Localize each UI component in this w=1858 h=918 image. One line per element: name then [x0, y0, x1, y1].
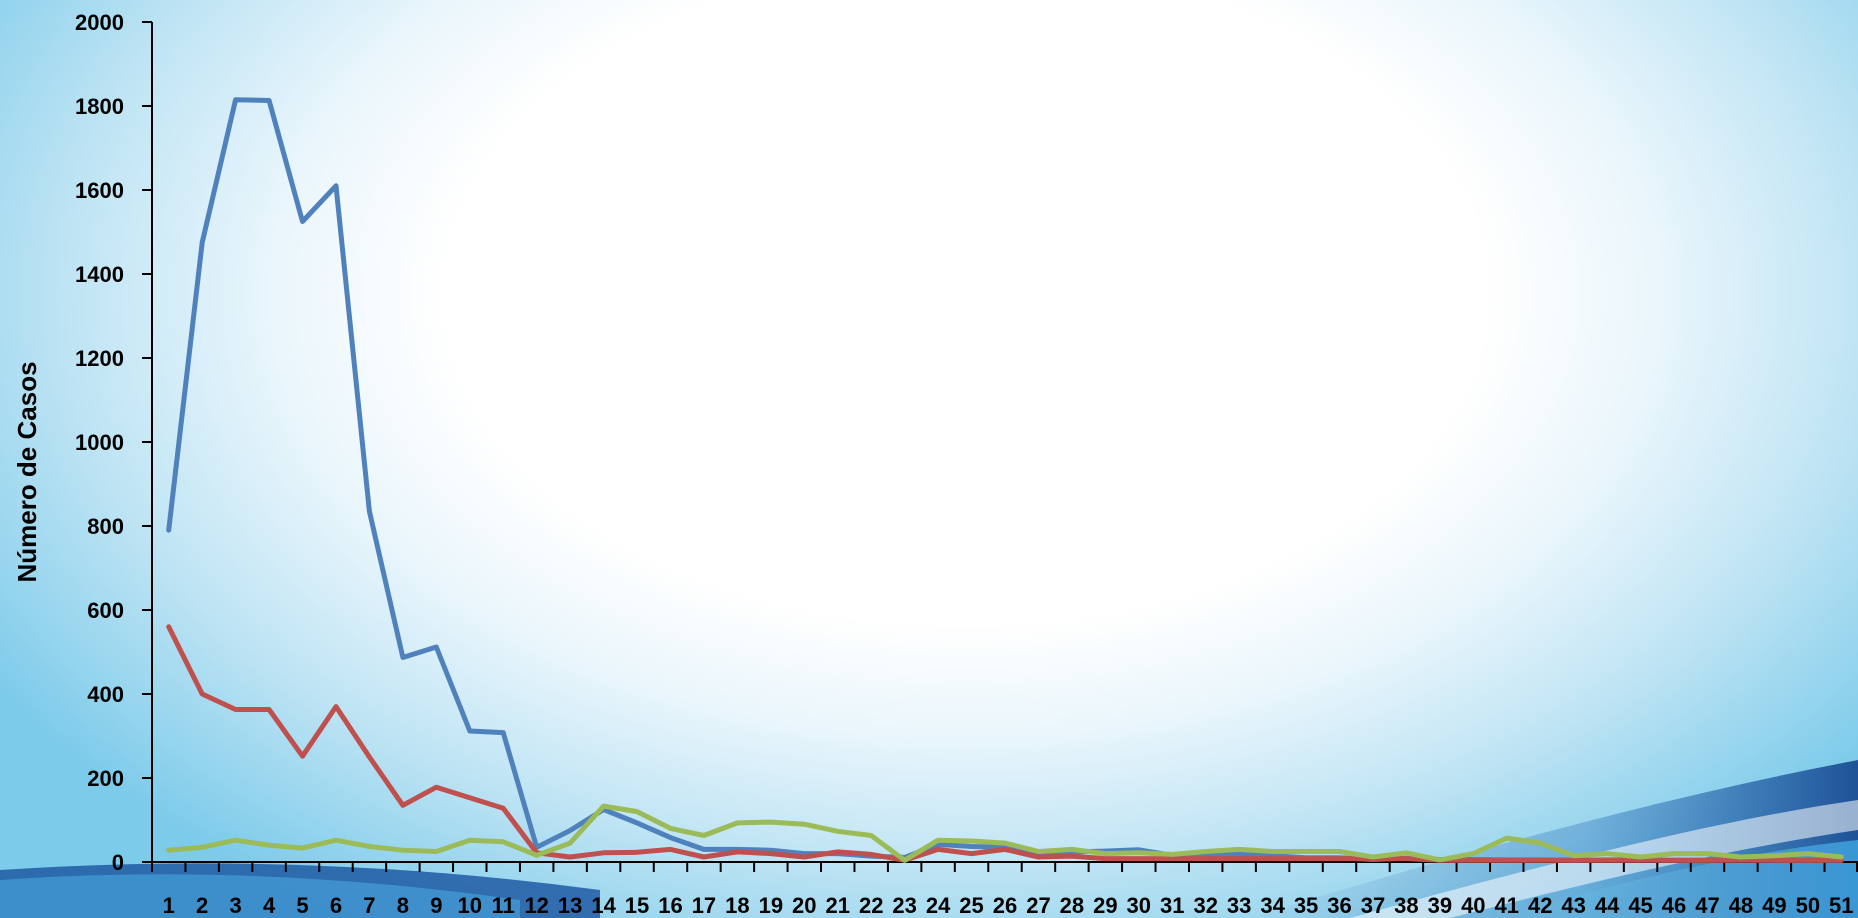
x-tick-label: 46	[1662, 893, 1686, 918]
y-tick-label: 1800	[75, 94, 124, 119]
y-tick-label: 1400	[75, 262, 124, 287]
x-tick-label: 22	[859, 893, 883, 918]
x-tick-label: 48	[1729, 893, 1753, 918]
y-tick-label: 1600	[75, 178, 124, 203]
x-tick-label: 49	[1762, 893, 1786, 918]
x-tick-label: 4	[263, 893, 276, 918]
x-tick-label: 37	[1361, 893, 1385, 918]
x-tick-label: 34	[1260, 893, 1285, 918]
y-tick-label: 1200	[75, 346, 124, 371]
x-tick-label: 14	[591, 893, 616, 918]
x-tick-label: 20	[792, 893, 816, 918]
x-tick-label: 19	[759, 893, 783, 918]
x-tick-label: 30	[1127, 893, 1151, 918]
y-tick-label: 600	[87, 598, 124, 623]
x-tick-label: 47	[1695, 893, 1719, 918]
x-tick-label: 36	[1327, 893, 1351, 918]
y-axis: 0 200 400 600 800 1000 1200 1400 1600 1800 2000	[75, 10, 153, 875]
series-line-1	[166, 97, 1844, 863]
x-tick-label: 5	[296, 893, 308, 918]
series-line-3	[166, 803, 1844, 863]
x-tick-label: 33	[1227, 893, 1251, 918]
x-tick-label: 39	[1428, 893, 1452, 918]
y-tick-label: 0	[112, 850, 124, 875]
x-tick-label: 42	[1528, 893, 1552, 918]
y-tick-label: 200	[87, 766, 124, 791]
x-tick-label: 16	[658, 893, 682, 918]
x-tick-label: 13	[558, 893, 582, 918]
x-tick-label: 24	[926, 893, 951, 918]
y-tick-label: 1000	[75, 430, 124, 455]
x-tick-label: 1	[163, 893, 175, 918]
x-tick-label: 23	[892, 893, 916, 918]
x-tick-label: 9	[430, 893, 442, 918]
y-axis-title: Número de Casos	[12, 361, 42, 582]
x-tick-label: 2	[196, 893, 208, 918]
x-tick-label: 10	[458, 893, 482, 918]
x-tick-label: 11	[492, 893, 515, 918]
x-axis: 1 2 3 4 5 6 7 8 9 10 11 12 13 14 15 16 17 18 19 20 21 22 23 24 2…	[151, 861, 1858, 918]
x-tick-label: 12	[524, 893, 548, 918]
x-tick-label: 27	[1026, 893, 1050, 918]
x-tick-label: 40	[1461, 893, 1485, 918]
x-tick-label: 29	[1093, 893, 1117, 918]
x-tick-label: 6	[330, 893, 342, 918]
x-tick-label: 17	[692, 893, 716, 918]
series-lines	[166, 97, 1844, 863]
x-tick-label: 25	[959, 893, 983, 918]
x-tick-label: 44	[1595, 893, 1620, 918]
x-tick-label: 28	[1060, 893, 1084, 918]
x-tick-label: 8	[397, 893, 409, 918]
x-tick-label: 43	[1561, 893, 1585, 918]
y-tick-label: 2000	[75, 10, 124, 35]
x-tick-label: 21	[826, 893, 850, 918]
x-tick-label: 50	[1796, 893, 1820, 918]
x-tick-label: 41	[1495, 893, 1519, 918]
x-tick-label: 38	[1394, 893, 1418, 918]
series-line-2	[166, 624, 1844, 863]
x-tick-label: 3	[230, 893, 242, 918]
x-tick-label: 31	[1160, 893, 1184, 918]
x-tick-label: 18	[725, 893, 749, 918]
x-tick-label: 45	[1628, 893, 1652, 918]
x-tick-label: 32	[1193, 893, 1217, 918]
x-tick-label: 15	[625, 893, 649, 918]
y-tick-label: 800	[87, 514, 124, 539]
y-tick-label: 400	[87, 682, 124, 707]
x-tick-label: 35	[1294, 893, 1318, 918]
x-tick-label: 51	[1829, 893, 1853, 918]
x-tick-label: 7	[363, 893, 375, 918]
x-tick-label: 26	[993, 893, 1017, 918]
